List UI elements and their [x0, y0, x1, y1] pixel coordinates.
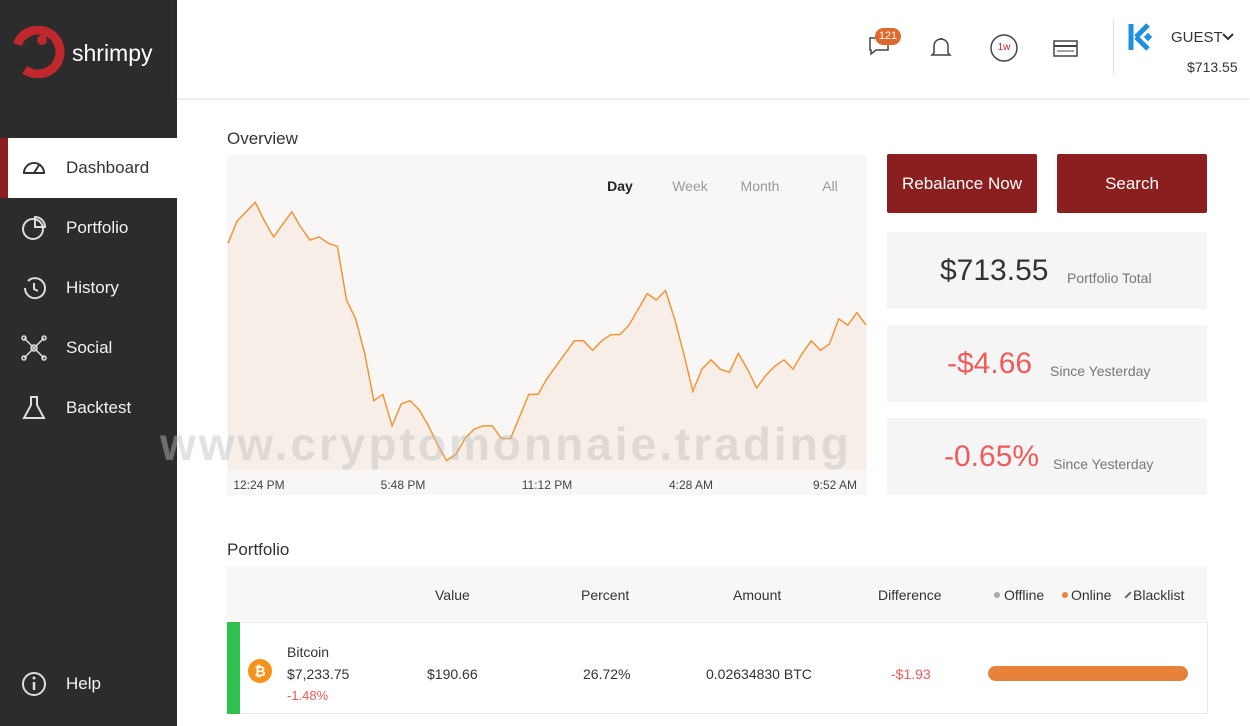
section-title: Portfolio [227, 540, 290, 559]
stat-value: -$4.66 [947, 347, 1033, 380]
range-option[interactable]: All [822, 178, 838, 194]
area-fill [228, 202, 866, 471]
user-name[interactable]: GUEST [1171, 29, 1223, 46]
range-option[interactable]: Month [741, 178, 780, 194]
stat-card: $713.55 Portfolio Total [887, 232, 1207, 309]
messages-badge: 121 [875, 28, 901, 45]
icon [21, 335, 47, 361]
nav-label: Help [66, 674, 101, 693]
legend-label[interactable]: Blacklist [1133, 587, 1185, 603]
coin-icon: ₿ [248, 659, 272, 683]
x-tick-label: 5:48 PM [381, 478, 426, 492]
svg-text:₿: ₿ [254, 663, 265, 679]
asset-value: $190.66 [427, 666, 478, 682]
search-button[interactable]: Search [1057, 154, 1207, 213]
nav-label: History [66, 278, 119, 297]
exchange-logo [1128, 23, 1153, 51]
wallet-icon[interactable] [1053, 38, 1079, 58]
asset-change: -1.48% [287, 688, 329, 703]
sidebar: shrimpy Dashboard Portfolio History Soci… [0, 0, 177, 726]
stat-value: -0.65% [944, 440, 1040, 473]
bell-icon[interactable] [929, 36, 953, 60]
logo-text: shrimpy [72, 40, 153, 66]
nav-item[interactable]: Backtest [0, 378, 177, 438]
allocation-bar[interactable] [988, 666, 1188, 681]
period-label: 1w [997, 42, 1011, 53]
nav-item[interactable]: Social [0, 318, 177, 378]
asset-price: $7,233.75 [287, 666, 350, 682]
period-icon[interactable] [988, 32, 1020, 64]
column-header: Value [435, 587, 470, 603]
stat-value: $713.55 [940, 254, 1049, 287]
column-header: Amount [733, 587, 782, 603]
icon [22, 396, 46, 419]
table-header [227, 566, 1207, 621]
dropdown-caret[interactable] [1221, 32, 1235, 42]
range-option[interactable]: Day [607, 178, 633, 194]
overview-chart: 12:24 PM 5:48 PM 11:12 PM 4:28 AM 9:52 AM Day… [227, 155, 867, 495]
user-balance: $713.55 [1187, 59, 1238, 75]
nav-item[interactable]: Portfolio [0, 198, 177, 258]
help-item[interactable]: Help [0, 654, 177, 714]
range-option[interactable]: Week [672, 178, 709, 194]
nav-label: Portfolio [66, 218, 129, 237]
top-bar: 121 1w GUEST $713.55 [177, 0, 1250, 98]
stat-label: Portfolio Total [1067, 270, 1152, 286]
column-header: Difference [878, 587, 942, 603]
x-tick-label: 12:24 PM [233, 478, 284, 492]
legend-label[interactable]: Online [1071, 587, 1112, 603]
x-tick-label: 9:52 AM [813, 478, 857, 492]
stat-card: -0.65% Since Yesterday [887, 418, 1207, 495]
nav-item[interactable]: History [0, 258, 177, 318]
asset-amount: 0.02634830 BTC [706, 666, 812, 682]
line [227, 201, 867, 462]
logo-icon [12, 26, 65, 78]
x-tick-label: 4:28 AM [669, 478, 713, 492]
nav-label: Backtest [66, 398, 132, 417]
nav-label: Dashboard [66, 158, 150, 177]
legend-dot [994, 592, 1000, 598]
icon [22, 215, 47, 240]
stat-label: Since Yesterday [1053, 456, 1154, 472]
icon [22, 162, 46, 174]
nav-item[interactable]: Dashboard [0, 138, 177, 198]
legend-dot [1062, 592, 1068, 598]
rebalance-button[interactable]: Rebalance Now [887, 154, 1037, 213]
icon [23, 277, 46, 300]
status-bar [227, 622, 240, 714]
asset-difference: -$1.93 [891, 666, 931, 682]
x-tick-label: 11:12 PM [522, 478, 572, 492]
stat-label: Since Yesterday [1050, 363, 1151, 379]
divider [1113, 20, 1114, 75]
nav-label: Social [66, 338, 113, 357]
asset-name: Bitcoin [287, 644, 330, 660]
stat-card: -$4.66 Since Yesterday [887, 325, 1207, 402]
legend-label[interactable]: Offline [1004, 587, 1045, 603]
icon [22, 672, 46, 696]
column-header: Percent [581, 587, 630, 603]
section-title: Overview [227, 129, 298, 148]
asset-percent: 26.72% [583, 666, 631, 682]
